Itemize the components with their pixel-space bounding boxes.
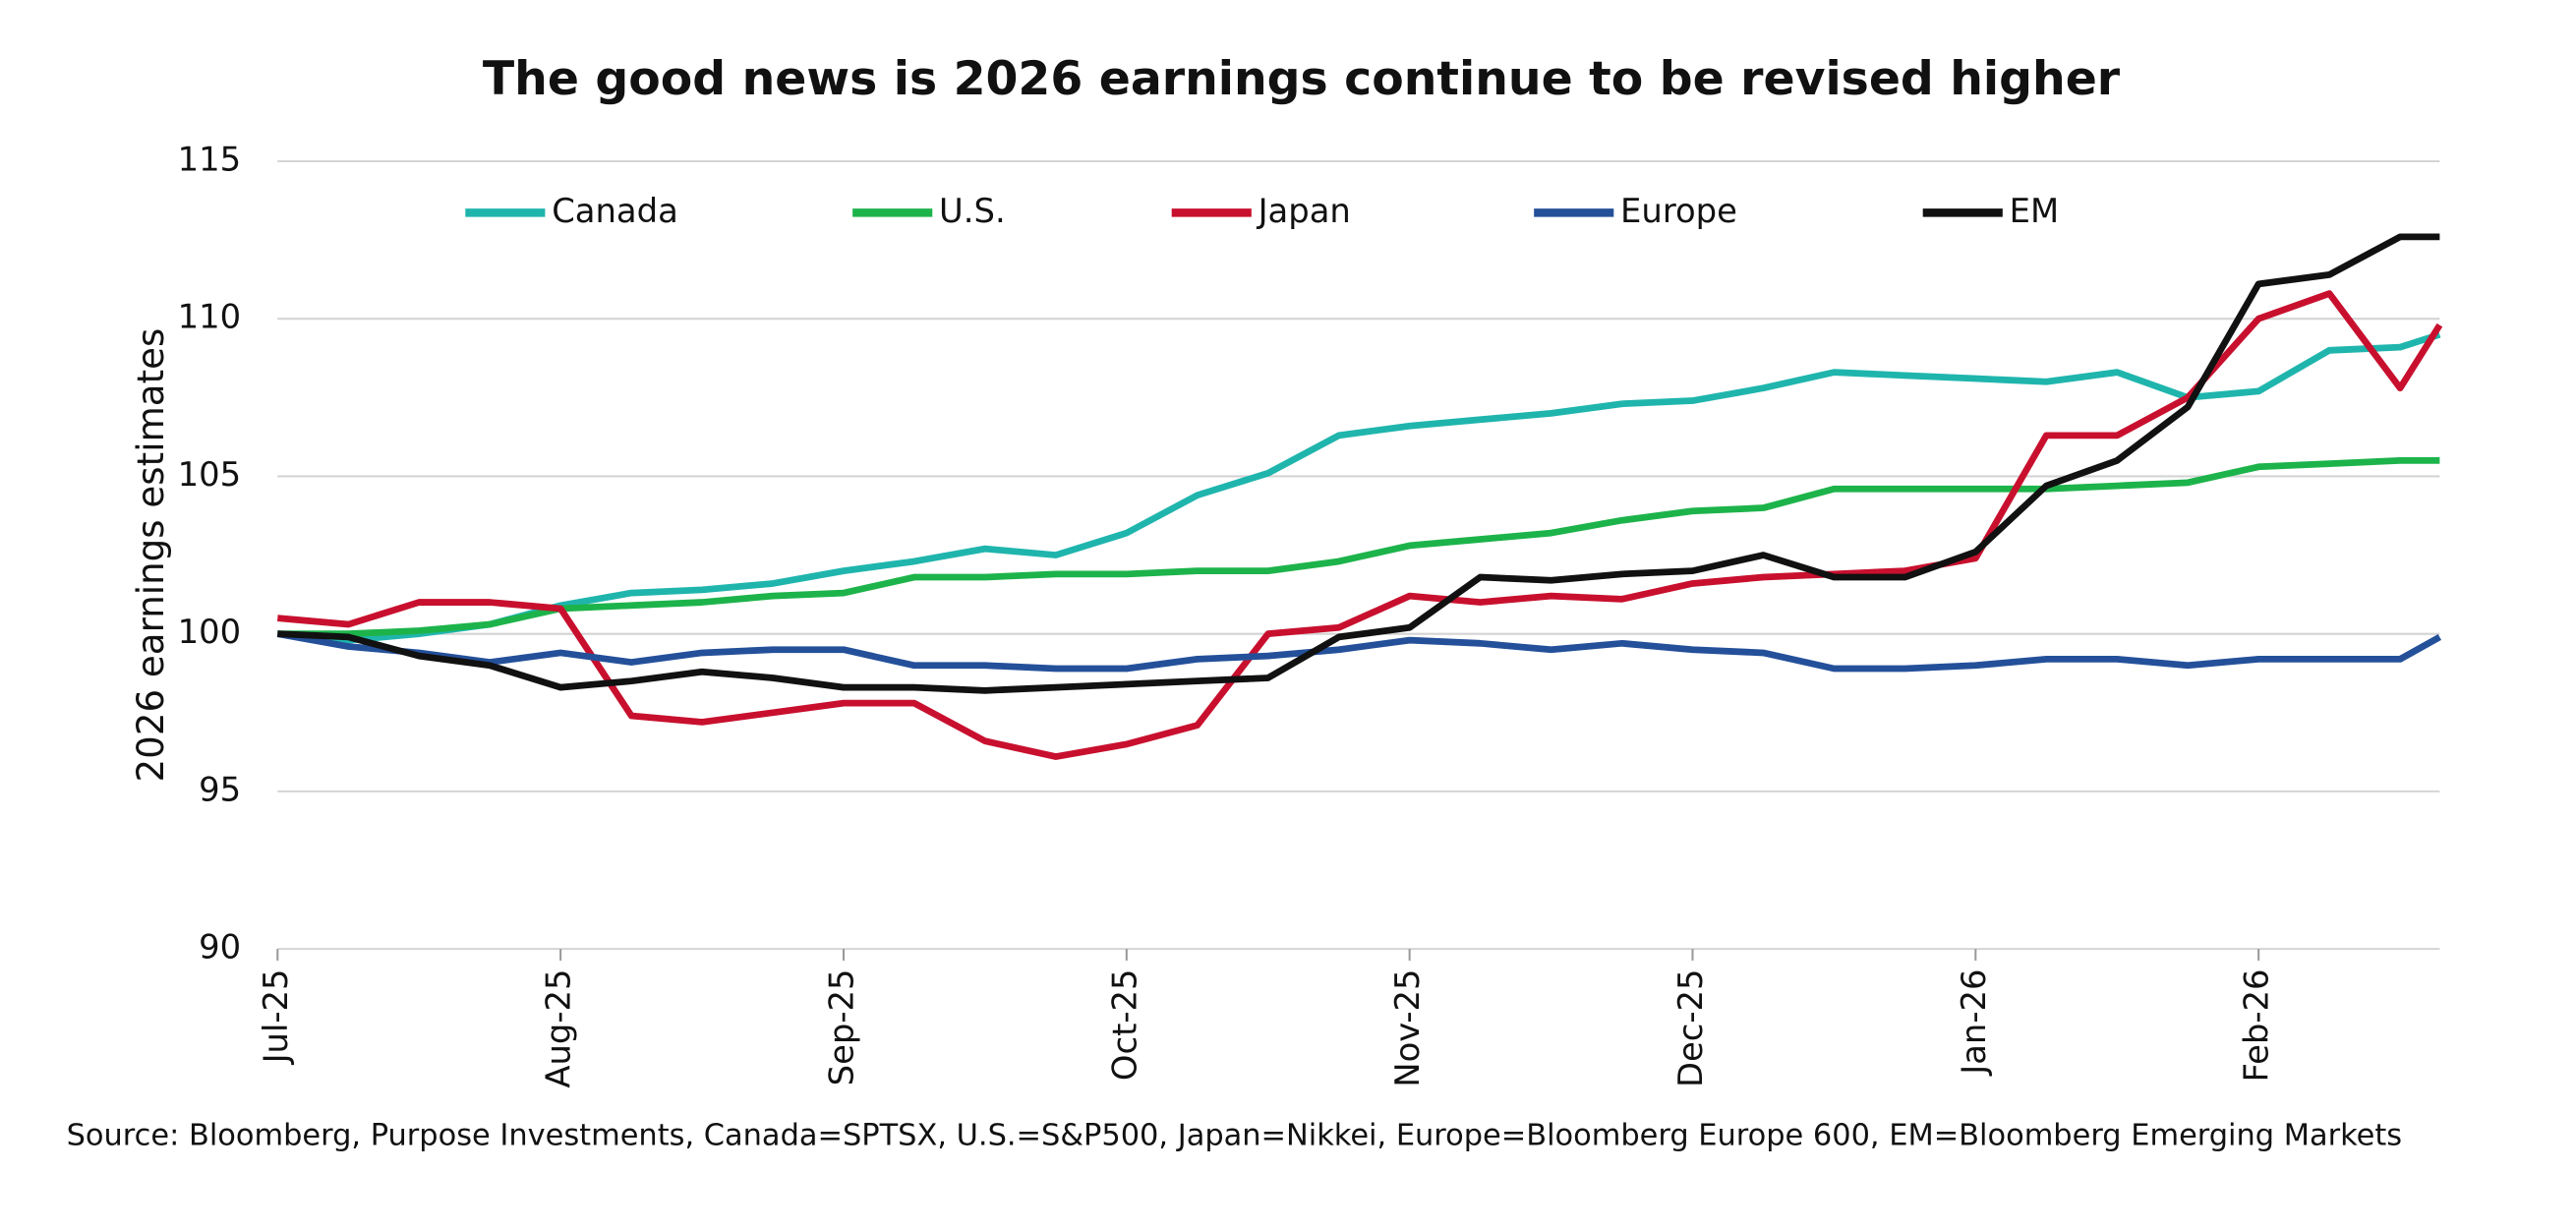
x-tick-label: Jan-26 — [1955, 968, 1993, 1076]
y-tick-label: 105 — [178, 455, 242, 494]
source-note: Source: Bloomberg, Purpose Investments, … — [67, 1119, 2402, 1153]
chart-title: The good news is 2026 earnings continue … — [483, 52, 2121, 106]
series-line — [277, 233, 2440, 694]
y-tick-label: 100 — [178, 613, 242, 651]
legend-label: Japan — [1257, 192, 1351, 230]
series-line — [277, 331, 2441, 644]
x-tick-label: Dec-25 — [1671, 968, 1710, 1087]
x-tick-label: Oct-25 — [1105, 968, 1143, 1081]
y-tick-label: 115 — [178, 140, 242, 178]
x-tick-label: Nov-25 — [1388, 968, 1427, 1086]
series-line — [276, 630, 2442, 673]
y-axis-label: 2026 earnings estimates — [129, 328, 172, 783]
y-tick-label: 110 — [178, 298, 242, 336]
legend-label: Europe — [1620, 192, 1737, 230]
x-tick-label: Jul-25 — [257, 968, 295, 1065]
legend-label: U.S. — [939, 192, 1006, 230]
x-tick-label: Feb-26 — [2238, 968, 2276, 1082]
x-tick-label: Aug-25 — [540, 968, 578, 1087]
series-line — [277, 456, 2440, 638]
legend-label: Canada — [552, 192, 678, 230]
y-tick-label: 95 — [199, 770, 241, 808]
series-line — [277, 290, 2443, 760]
x-tick-label: Sep-25 — [822, 968, 860, 1085]
y-tick-label: 90 — [199, 928, 241, 967]
legend-label: EM — [2010, 192, 2060, 230]
